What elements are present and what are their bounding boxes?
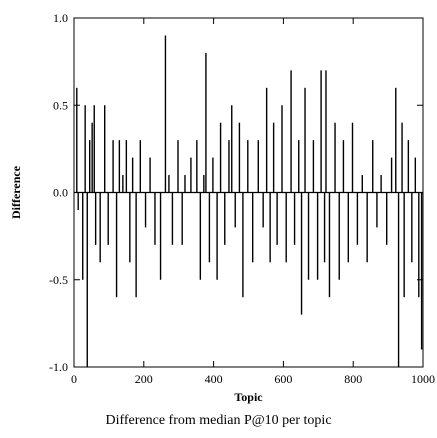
x-tick-label: 400 xyxy=(205,372,223,386)
y-tick-label: 1.0 xyxy=(53,11,68,25)
y-tick-label: 0.5 xyxy=(53,98,68,112)
x-tick-label: 800 xyxy=(344,372,362,386)
x-tick-label: 1000 xyxy=(411,372,435,386)
x-axis-title: Topic xyxy=(234,390,263,404)
y-axis-title: Difference xyxy=(9,165,23,219)
y-tick-label: -1.0 xyxy=(49,360,68,374)
x-axis: 0 200 400 600 800 1000 xyxy=(71,18,435,386)
y-tick-label: -0.5 xyxy=(49,273,68,287)
figure-caption: Difference from median P@10 per topic xyxy=(105,413,332,428)
chart: 0 200 400 600 800 1000 -1.0 -0.5 0.0 0.5 1.0 Topi… xyxy=(9,11,435,404)
x-tick-label: 600 xyxy=(274,372,292,386)
x-tick-label: 200 xyxy=(135,372,153,386)
y-tick-label: 0.0 xyxy=(53,186,68,200)
x-tick-label: 0 xyxy=(71,372,77,386)
y-axis: -1.0 -0.5 0.0 0.5 1.0 xyxy=(49,11,423,374)
bar-series xyxy=(76,35,423,367)
